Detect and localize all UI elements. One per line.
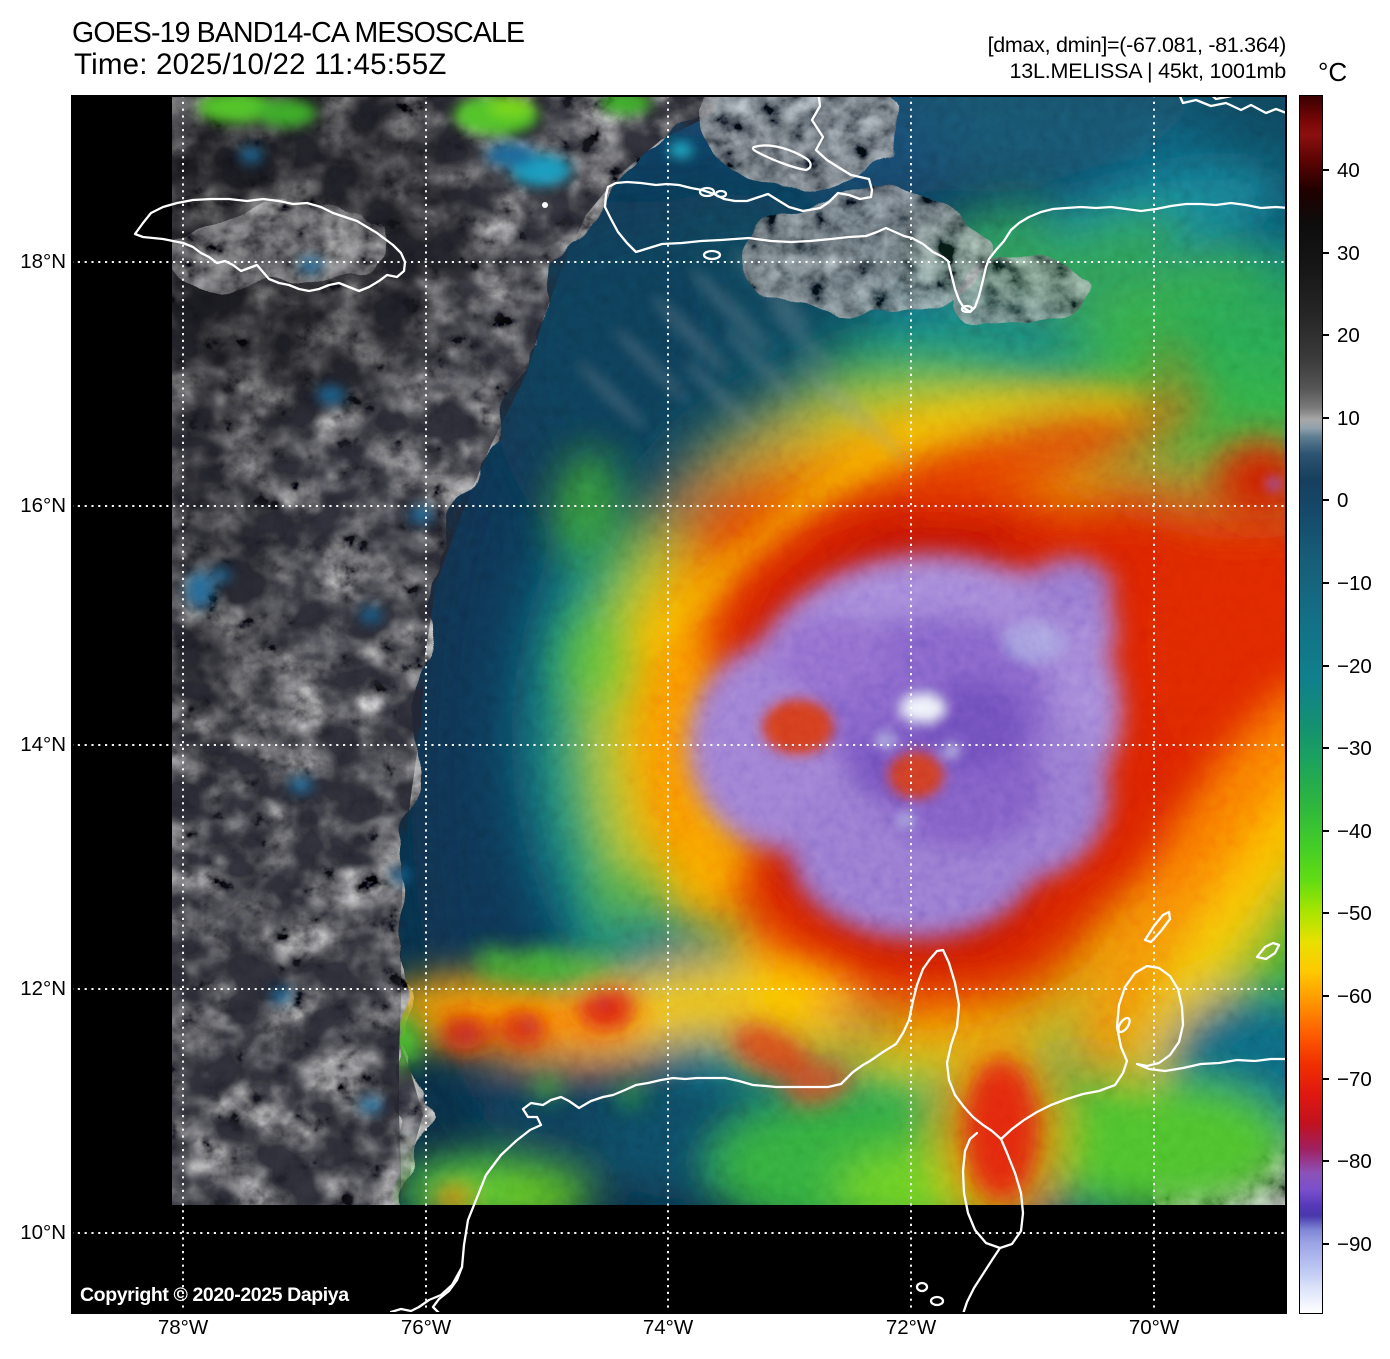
svg-text:Copyright © 2020-2025 Dapiya: Copyright © 2020-2025 Dapiya bbox=[80, 1284, 349, 1306]
